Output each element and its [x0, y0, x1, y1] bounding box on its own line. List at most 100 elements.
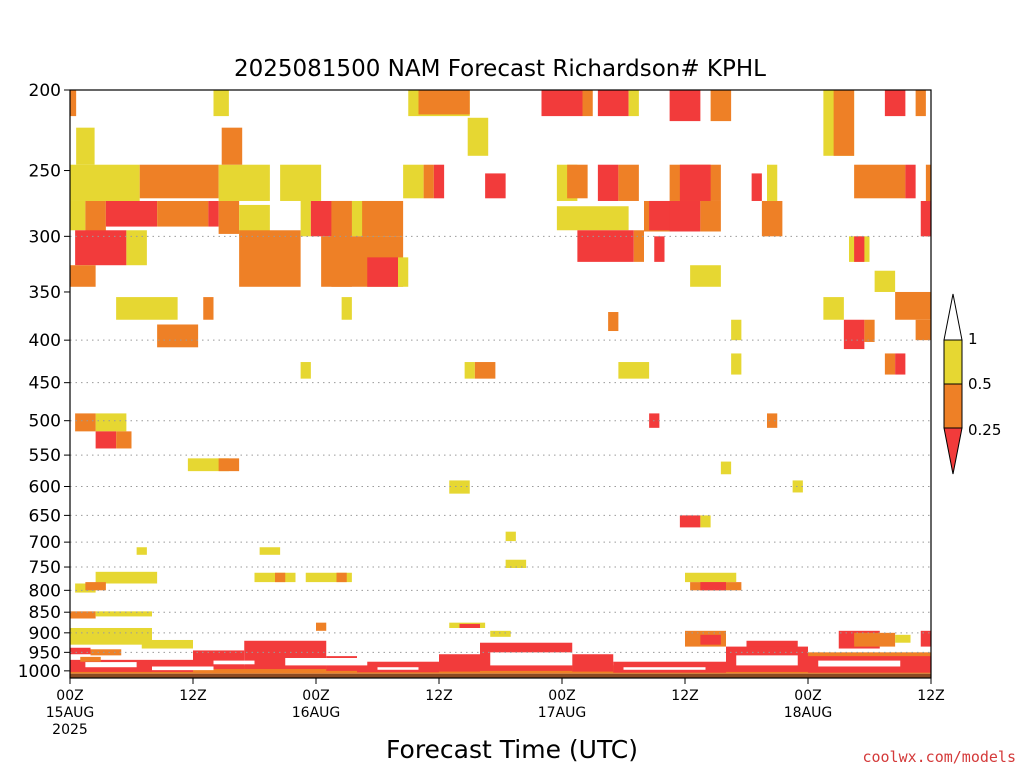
ri-cell-82: [905, 164, 916, 199]
ri-cell-35: [203, 297, 214, 320]
ri-cell-128: [746, 640, 798, 653]
gaps-layer: [85, 652, 901, 671]
x-tick-label-84-0: 12Z: [917, 688, 944, 704]
ri-cell-96: [731, 353, 742, 375]
legend: 1 0.5 0.25: [943, 293, 1001, 475]
y-tick-label-250: 250: [29, 162, 61, 182]
ri-cell-23: [398, 257, 409, 287]
ri-gap-8: [623, 667, 706, 670]
ri-cell-8: [157, 200, 209, 227]
ri-cell-45: [474, 362, 496, 379]
x-tick-label-24-0: 00Z: [302, 688, 329, 704]
ri-cell-73: [700, 515, 711, 528]
ri-cell-43: [300, 362, 311, 379]
ri-cell-127: [141, 639, 193, 649]
grid-layer: [70, 235, 931, 653]
ri-cell-10: [218, 200, 240, 234]
legend-box-yellow: [943, 339, 963, 385]
ri-cell-101: [259, 547, 281, 555]
ri-cell-37: [95, 413, 127, 432]
ri-cell-76: [767, 164, 778, 201]
legend-bottom-arrow: [943, 427, 963, 475]
plot-frame: [69, 89, 932, 679]
ri-cell-93: [884, 353, 896, 375]
ri-cell-78: [833, 90, 855, 156]
ri-cell-9: [208, 200, 219, 227]
ri-cell-64: [679, 164, 711, 201]
ri-cell-55: [618, 164, 639, 201]
ri-cell-80: [915, 90, 926, 117]
ri-cell-33: [467, 117, 489, 156]
x-tick-label-36-0: 12Z: [425, 688, 452, 704]
ri-cell-39: [95, 431, 117, 449]
ri-cell-116: [316, 622, 327, 631]
ri-cell-25: [213, 90, 229, 117]
legend-label-0.25: 0.25: [968, 421, 1001, 439]
ri-cell-123: [854, 632, 896, 647]
ri-cell-15: [239, 230, 301, 287]
ri-cell-62: [700, 200, 721, 232]
ri-cell-139: [613, 661, 726, 673]
x-tick-label-0-2: 2025: [52, 722, 88, 738]
ri-cell-106: [85, 582, 106, 591]
x-tick-label-60-0: 12Z: [671, 688, 698, 704]
ri-cell-67: [690, 265, 721, 287]
x-tick-label-0-0: 00Z: [56, 688, 83, 704]
ri-cell-99: [792, 480, 803, 493]
ri-cell-68: [654, 236, 665, 262]
x-tick-label-48-1: 17AUG: [538, 705, 587, 721]
ri-gap-0: [85, 662, 137, 668]
ri-cell-121: [700, 634, 721, 645]
ri-cell-34: [116, 297, 178, 320]
y-axis: 200 250 300 350 400 450 500 550 600 650 700 750 8008…: [18, 81, 70, 682]
ri-cell-29: [433, 164, 445, 199]
ri-cell-13: [126, 230, 147, 266]
ri-cell-113: [700, 582, 726, 591]
ri-cell-142: [70, 647, 91, 655]
chart-title: 2025081500 NAM Forecast Richardson# KPHL: [234, 56, 766, 82]
y-tick-label-400: 400: [29, 331, 61, 351]
ri-cell-75: [761, 200, 783, 237]
ri-cell-118: [459, 623, 480, 628]
ri-cell-119: [490, 630, 511, 637]
x-tick-label-72-1: 18AUG: [784, 705, 833, 721]
ri-cell-54: [597, 164, 619, 201]
ri-gap-5: [152, 666, 214, 671]
ri-cell-100: [136, 547, 147, 555]
ri-cell-16: [300, 198, 311, 237]
ri-cell-46: [341, 297, 352, 320]
ri-cell-47: [449, 480, 470, 494]
ri-gap-7: [377, 667, 419, 670]
y-tick-label-800: 800: [29, 581, 61, 601]
y-tick-label-1000: 1000: [18, 662, 61, 682]
ri-cell-4: [218, 164, 270, 201]
ri-cell-20: [362, 200, 404, 237]
ri-cell-51: [628, 90, 639, 117]
ri-cell-53: [567, 164, 588, 199]
ri-cell-132: [193, 650, 245, 670]
ri-cell-87: [874, 270, 896, 292]
ri-gap-6: [213, 660, 255, 665]
ri-cell-26: [221, 127, 243, 165]
ri-cell-0: [70, 90, 77, 117]
y-tick-label-300: 300: [29, 227, 61, 247]
ri-cell-38: [75, 413, 96, 432]
ri-gap-2: [490, 652, 573, 666]
ri-cell-40: [116, 431, 132, 449]
y-tick-label-350: 350: [29, 283, 61, 303]
ri-cell-144: [80, 656, 101, 662]
ri-cell-136: [439, 654, 480, 672]
ri-cell-103: [505, 559, 527, 568]
ri-cell-104: [95, 571, 158, 584]
y-tick-label-600: 600: [29, 477, 61, 497]
plot-area: [69, 89, 932, 679]
ri-cell-58: [633, 230, 644, 262]
ri-cell-42: [218, 458, 240, 472]
ri-cell-83: [925, 164, 931, 237]
credit-link[interactable]: coolwx.com/models: [862, 748, 1016, 766]
ri-cell-24: [280, 164, 322, 201]
y-tick-label-850: 850: [29, 603, 61, 623]
y-tick-label-200: 200: [29, 81, 61, 101]
